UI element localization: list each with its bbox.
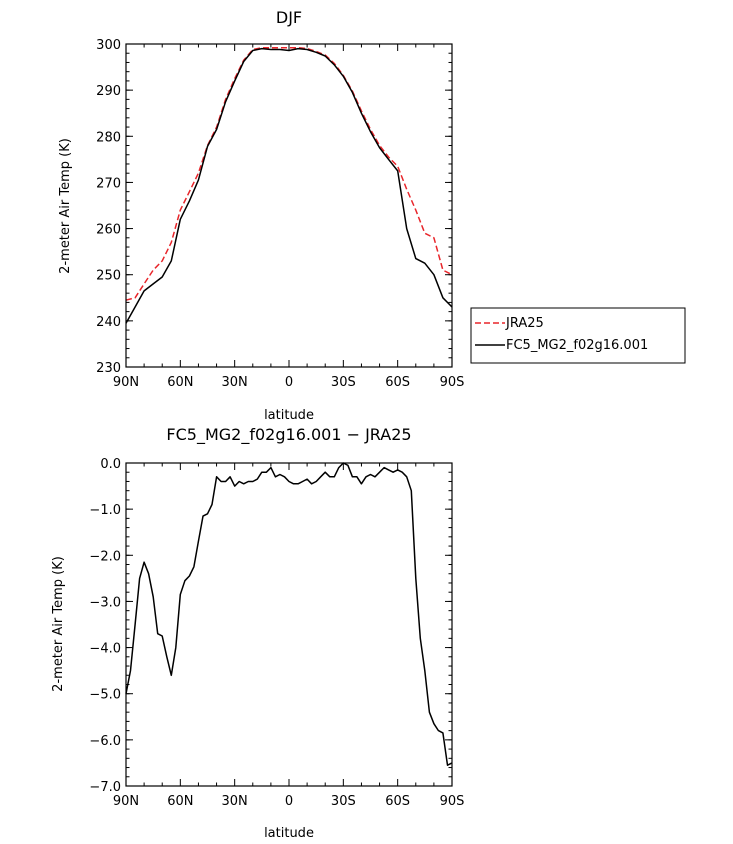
legend-label-jra25: JRA25 xyxy=(505,316,544,331)
x-tick-label: 90N xyxy=(113,794,139,809)
series-line-fc5-mg2-f02g16-001 xyxy=(125,47,453,324)
y-tick-label: 290 xyxy=(96,84,121,99)
y-tick-label: 0.0 xyxy=(100,457,121,472)
x-tick-label: 60S xyxy=(385,375,410,390)
y-tick-label: −7.0 xyxy=(89,780,121,795)
bottom-x-axis-label: latitude xyxy=(264,826,314,841)
y-tick-label: −5.0 xyxy=(89,688,121,703)
y-tick-label: −6.0 xyxy=(89,734,121,749)
x-tick-label: 90N xyxy=(113,375,139,390)
bottom-plot-frame xyxy=(125,462,453,787)
x-tick-label: 60S xyxy=(385,794,410,809)
y-tick-label: 230 xyxy=(96,361,121,376)
x-tick-label: 30S xyxy=(331,375,356,390)
bottom-x-tick-group: 90N 60N 30N 0 30S 60S 90S xyxy=(113,463,465,809)
x-tick-label: 30N xyxy=(222,375,248,390)
y-tick-label: 250 xyxy=(96,269,121,284)
top-series-group xyxy=(125,46,453,324)
x-tick-label: 30S xyxy=(331,794,356,809)
bottom-chart-title: FC5_MG2_f02g16.001 − JRA25 xyxy=(166,425,411,445)
y-tick-label: 300 xyxy=(96,38,121,53)
bottom-y-tick-group: 0.0 −1.0 −2.0 −3.0 −4.0 −5.0 −6.0 −7.0 xyxy=(89,457,452,795)
x-tick-label: 60N xyxy=(167,794,193,809)
legend-label-model: FC5_MG2_f02g16.001 xyxy=(506,338,648,353)
y-tick-label: 240 xyxy=(96,315,121,330)
series-line-jra25 xyxy=(125,46,453,301)
x-tick-label: 90S xyxy=(440,794,465,809)
y-tick-label: −1.0 xyxy=(89,503,121,518)
top-panel: DJF 2-meter Air Temp (K) latitude 230 240… xyxy=(58,8,464,423)
y-tick-label: −4.0 xyxy=(89,642,121,657)
bottom-y-axis-label: 2-meter Air Temp (K) xyxy=(51,556,66,692)
top-y-axis-label: 2-meter Air Temp (K) xyxy=(58,138,73,274)
y-tick-label: −3.0 xyxy=(89,595,121,610)
series-line-difference xyxy=(125,462,453,766)
y-tick-label: 280 xyxy=(96,130,121,145)
top-chart-title: DJF xyxy=(276,8,302,27)
legend-box xyxy=(470,307,686,364)
bottom-panel: FC5_MG2_f02g16.001 − JRA25 2-meter Air T… xyxy=(51,425,464,841)
top-y-tick-group: 230 240 250 260 270 280 290 300 xyxy=(96,38,452,376)
top-x-tick-group: 90N 60N 30N 0 30S 60S 90S xyxy=(113,44,465,390)
y-tick-label: −2.0 xyxy=(89,549,121,564)
x-tick-label: 0 xyxy=(285,794,293,809)
x-tick-label: 30N xyxy=(222,794,248,809)
x-tick-label: 0 xyxy=(285,375,293,390)
legend: JRA25 FC5_MG2_f02g16.001 xyxy=(470,307,686,364)
top-plot-frame xyxy=(125,43,453,368)
y-tick-label: 260 xyxy=(96,223,121,238)
x-tick-label: 60N xyxy=(167,375,193,390)
top-x-axis-label: latitude xyxy=(264,408,314,423)
bottom-series-group xyxy=(125,462,453,766)
y-tick-label: 270 xyxy=(96,176,121,191)
x-tick-label: 90S xyxy=(440,375,465,390)
